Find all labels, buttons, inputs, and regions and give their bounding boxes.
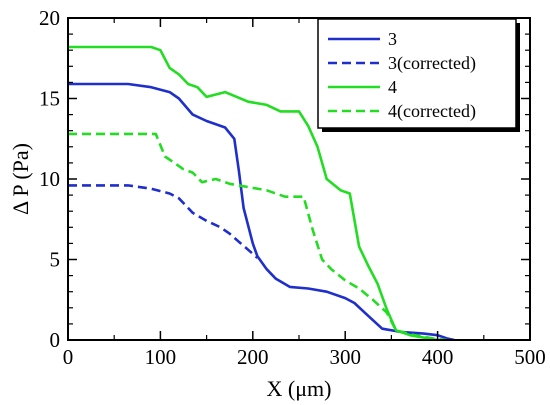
x-tick-label: 200 <box>237 345 269 369</box>
x-tick-label: 0 <box>63 345 74 369</box>
y-axis-title: Δ P (Pa) <box>8 143 33 215</box>
legend: 3 3(corrected) 4 4(corrected) <box>317 18 520 132</box>
series-line-4 <box>68 132 447 340</box>
series-line-1 <box>68 82 455 340</box>
y-tick-label: 15 <box>39 87 60 111</box>
series-layer <box>68 45 455 340</box>
x-tick-label: 400 <box>422 345 454 369</box>
x-tick-label: 100 <box>145 345 177 369</box>
x-tick-label: 500 <box>514 345 546 369</box>
y-tick-label: 5 <box>50 248 61 272</box>
y-tick-label: 0 <box>50 328 61 352</box>
legend-label: 4(corrected) <box>388 101 476 122</box>
series-line-3 <box>68 45 438 340</box>
y-tick-label: 10 <box>39 167 60 191</box>
ticks-layer <box>67 17 531 341</box>
y-tick-label: 20 <box>39 6 60 30</box>
legend-label: 3 <box>388 29 397 49</box>
x-tick-label: 300 <box>329 345 361 369</box>
series-line-2 <box>68 184 259 259</box>
legend-label: 3(corrected) <box>388 53 476 74</box>
legend-label: 4 <box>388 77 397 97</box>
tick-labels-layer: 0 100 200 300 400 500 0 5 10 15 20 <box>39 6 546 369</box>
x-axis-title: X (μm) <box>267 376 332 401</box>
